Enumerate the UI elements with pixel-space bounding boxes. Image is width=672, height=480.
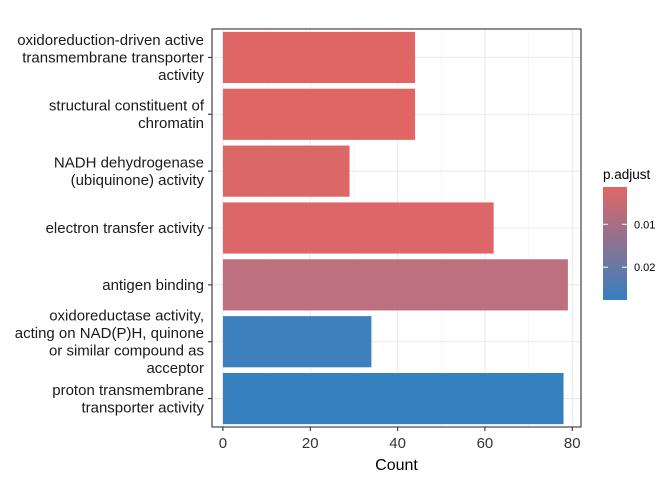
legend-title: p.adjust bbox=[603, 167, 651, 182]
bars bbox=[222, 31, 568, 425]
x-tick-label: 60 bbox=[477, 435, 494, 452]
category-label: proton transmembrane transporter activity bbox=[52, 382, 204, 417]
x-tick-label: 40 bbox=[389, 435, 406, 452]
category-label: NADH dehydrogenase (ubiquinone) activity bbox=[54, 154, 205, 189]
bar bbox=[222, 372, 564, 425]
category-label: antigen binding bbox=[102, 277, 204, 294]
y-axis: oxidoreduction-driven active transmembran… bbox=[15, 32, 212, 416]
bar bbox=[222, 259, 568, 311]
x-tick-label: 20 bbox=[302, 435, 319, 452]
category-label: structural constituent of chromatin bbox=[49, 98, 205, 133]
bar bbox=[222, 88, 416, 140]
x-axis: 0 20 40 60 80 bbox=[219, 427, 581, 452]
legend-colorbar bbox=[603, 187, 627, 300]
x-tick-label: 0 bbox=[219, 435, 227, 452]
bar bbox=[222, 316, 372, 368]
legend-tick-label: 0.01 bbox=[634, 219, 655, 231]
bar bbox=[222, 31, 416, 84]
bar bbox=[222, 202, 494, 254]
category-label: oxidoreductase activity, acting on NAD(P)… bbox=[15, 307, 204, 377]
legend-ticks: 0.01 0.02 bbox=[603, 219, 655, 274]
bar bbox=[222, 145, 350, 197]
x-tick-label: 80 bbox=[564, 435, 581, 452]
category-label: oxidoreduction-driven active transmembran… bbox=[17, 32, 204, 84]
legend: p.adjust 0.01 0.02 bbox=[603, 167, 655, 300]
legend-tick-label: 0.02 bbox=[634, 262, 655, 274]
category-label: electron transfer activity bbox=[46, 220, 205, 237]
x-axis-title: Count bbox=[375, 457, 418, 474]
